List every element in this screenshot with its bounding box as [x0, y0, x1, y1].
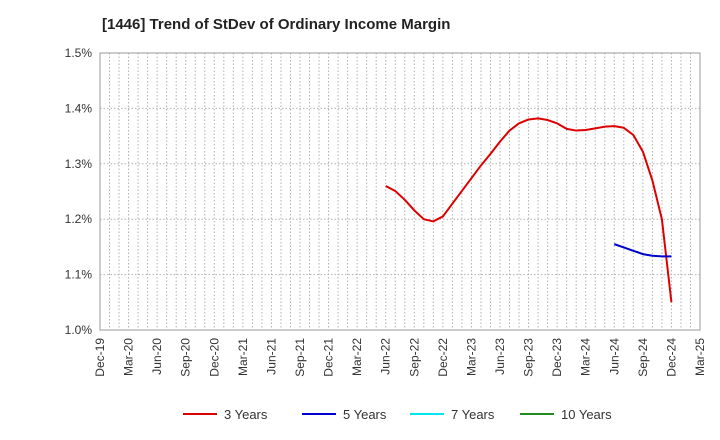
x-tick-label: Jun-22 [379, 338, 393, 375]
x-tick-label: Jun-23 [493, 338, 507, 375]
x-tick-label: Dec-19 [93, 338, 107, 377]
legend: 3 Years 5 Years 7 Years 10 Years [183, 407, 612, 422]
y-tick-label: 1.4% [65, 101, 93, 115]
x-tick-label: Jun-24 [607, 338, 621, 375]
legend-label: 7 Years [451, 407, 495, 422]
series-line-3-years [385, 117, 673, 303]
x-tick-label: Dec-20 [207, 338, 221, 377]
y-tick-label: 1.1% [65, 268, 93, 282]
y-tick-label: 1.2% [65, 212, 93, 226]
x-tick-label: Mar-21 [236, 338, 250, 376]
legend-label: 5 Years [343, 407, 387, 422]
x-tick-label: Dec-23 [550, 338, 564, 377]
x-tick-label: Dec-21 [322, 338, 336, 377]
series-line-5-years [613, 243, 672, 258]
x-tick-label: Sep-24 [636, 338, 650, 377]
x-tick-label: Mar-25 [693, 338, 707, 376]
x-axis: Dec-19 Mar-20 Jun-20 Sep-20 Dec-20 Mar-21 Jun-… [93, 338, 707, 377]
x-tick-label: Jun-20 [150, 338, 164, 375]
chart-title: [1446] Trend of StDev of Ordinary Income… [102, 16, 450, 33]
x-tick-label: Jun-21 [264, 338, 278, 375]
y-tick-label: 1.5% [65, 46, 93, 60]
y-axis: 1.0% 1.1% 1.2% 1.3% 1.4% 1.5% [65, 46, 93, 337]
x-tick-label: Sep-22 [407, 338, 421, 377]
x-tick-label: Sep-20 [179, 338, 193, 377]
y-tick-label: 1.3% [65, 157, 93, 171]
x-tick-label: Sep-23 [522, 338, 536, 377]
x-tick-label: Dec-22 [436, 338, 450, 377]
legend-label: 3 Years [224, 407, 268, 422]
y-tick-label: 1.0% [65, 323, 93, 337]
x-tick-label: Mar-20 [122, 338, 136, 376]
series-lines [385, 117, 673, 303]
legend-label: 10 Years [561, 407, 612, 422]
plot-frame [99, 52, 701, 331]
x-tick-label: Mar-23 [464, 338, 478, 376]
x-tick-label: Sep-21 [293, 338, 307, 377]
x-tick-label: Mar-22 [350, 338, 364, 376]
grid [100, 53, 700, 330]
x-tick-label: Dec-24 [664, 338, 678, 377]
x-tick-label: Mar-24 [579, 338, 593, 376]
